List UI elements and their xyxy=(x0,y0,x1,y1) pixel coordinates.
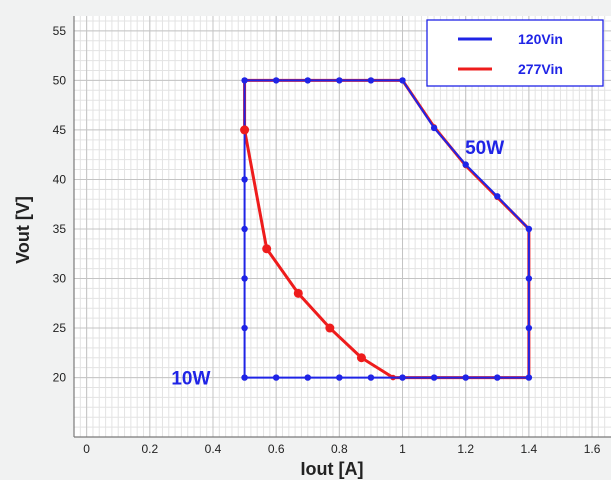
series-marker-277vin xyxy=(356,353,366,363)
series-point-120vin xyxy=(494,374,501,381)
series-point-120vin xyxy=(367,374,375,381)
series-point-120vin xyxy=(462,161,469,168)
series-point-120vin xyxy=(241,225,248,233)
series-point-120vin xyxy=(399,374,406,381)
series-point-120vin xyxy=(304,77,311,84)
y-tick-label: 20 xyxy=(53,371,67,385)
series-point-120vin xyxy=(525,275,533,282)
y-tick-labels: 20 25 30 35 40 45 50 55 xyxy=(53,24,67,385)
series-point-120vin xyxy=(336,77,343,84)
series-marker-277vin xyxy=(240,125,250,135)
x-tick-label: 1.2 xyxy=(457,442,474,456)
series-line-120vin xyxy=(243,79,530,379)
series-point-120vin xyxy=(241,176,248,183)
series-point-120vin xyxy=(241,324,248,332)
y-tick-label: 40 xyxy=(53,172,67,186)
y-axis-label: Vout [V] xyxy=(13,196,33,264)
y-tick-label: 45 xyxy=(53,123,67,137)
series-layer xyxy=(240,77,533,381)
x-tick-label: 0.2 xyxy=(141,442,158,456)
series-point-120vin xyxy=(462,374,469,381)
series-point-120vin xyxy=(241,275,248,282)
series-point-120vin xyxy=(304,374,311,381)
legend-box xyxy=(426,19,604,87)
series-point-120vin xyxy=(430,124,438,132)
series-point-120vin xyxy=(272,374,280,381)
series-point-120vin xyxy=(336,374,343,381)
x-tick-label: 1.6 xyxy=(584,442,601,456)
y-tick-label: 50 xyxy=(53,73,67,87)
annotation-label: 10W xyxy=(171,369,210,390)
series-point-120vin xyxy=(241,374,248,381)
series-point-120vin xyxy=(525,374,533,381)
annotation-label: 50W xyxy=(465,138,504,159)
series-point-120vin xyxy=(525,225,533,233)
x-axis-label: Iout [A] xyxy=(301,459,364,479)
legend-label-277vin: 277Vin xyxy=(518,61,563,77)
x-tick-label: 0.8 xyxy=(331,442,348,456)
x-tick-label: 1.4 xyxy=(521,442,538,456)
series-point-120vin xyxy=(399,77,406,84)
x-tick-labels: 0 0.2 0.4 0.6 0.8 1 1.2 1.4 1.6 xyxy=(83,442,600,456)
x-tick-label: 0 xyxy=(83,442,90,456)
x-tick-label: 0.6 xyxy=(268,442,285,456)
y-tick-label: 55 xyxy=(53,24,67,38)
series-marker-277vin xyxy=(262,244,272,254)
x-tick-label: 1 xyxy=(399,442,406,456)
y-tick-label: 35 xyxy=(53,222,67,236)
legend-label-120vin: 120Vin xyxy=(518,31,563,47)
series-point-120vin xyxy=(525,324,533,332)
legend: 120Vin 277Vin xyxy=(426,19,604,87)
y-tick-label: 25 xyxy=(53,321,67,335)
y-tick-label: 30 xyxy=(53,272,67,286)
series-point-120vin xyxy=(367,77,375,84)
series-point-120vin xyxy=(494,193,501,200)
x-tick-label: 0.4 xyxy=(205,442,222,456)
series-marker-277vin xyxy=(293,288,303,298)
annotation-layer: 10W 50W xyxy=(171,138,504,390)
series-marker-277vin xyxy=(325,323,335,333)
series-point-120vin xyxy=(430,374,438,381)
series-point-120vin xyxy=(241,77,248,84)
series-point-120vin xyxy=(272,77,280,84)
